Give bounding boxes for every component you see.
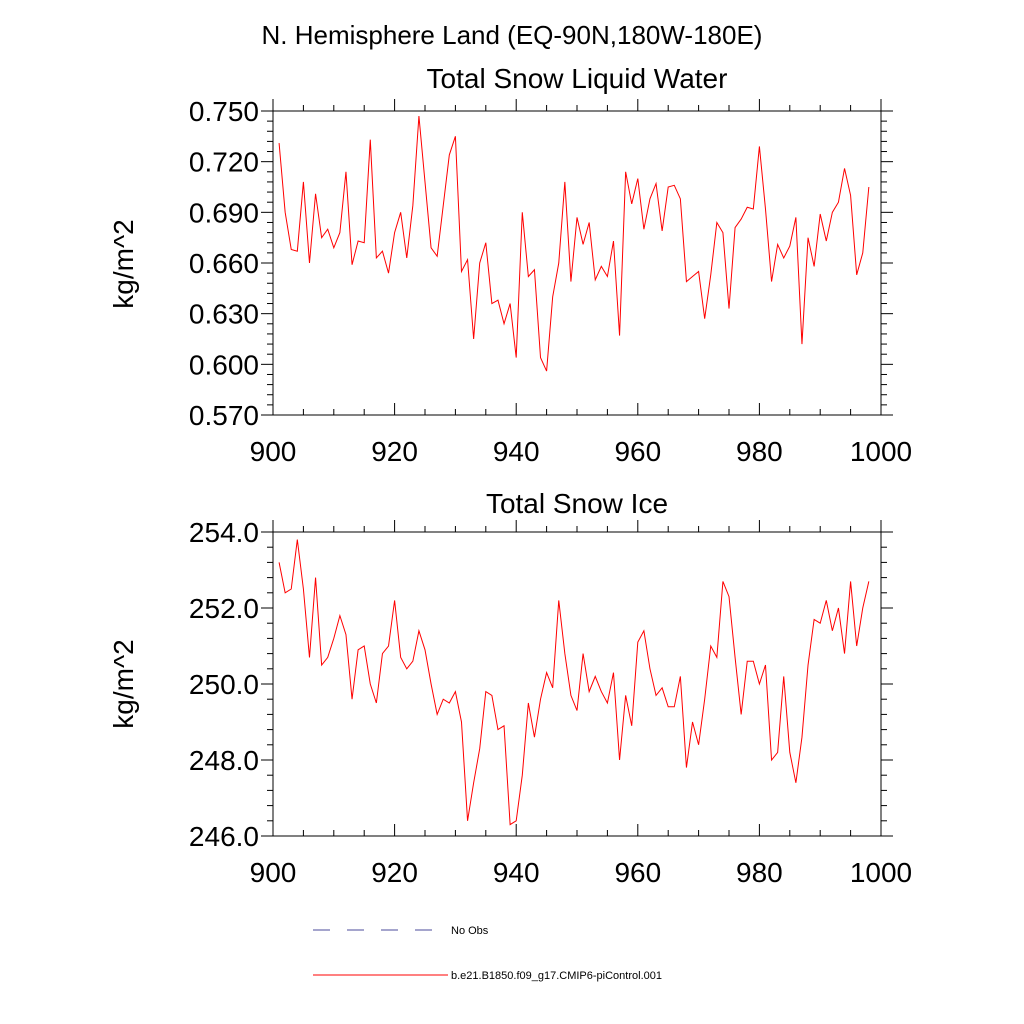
y-tick-label: 0.630 xyxy=(189,299,259,330)
x-tick-label: 920 xyxy=(371,436,418,467)
series-group xyxy=(278,539,870,826)
x-tick-label: 980 xyxy=(736,436,783,467)
y-tick-label: 0.600 xyxy=(189,349,259,380)
axis-ticks xyxy=(261,520,893,837)
x-tick-label: 1000 xyxy=(850,436,912,467)
tick-labels: 900 920 940 960 980 1000 0.570 0.600 0.630 0.660 0… xyxy=(189,96,912,467)
page-title: N. Hemisphere Land (EQ-90N,180W-180E) xyxy=(262,20,763,50)
x-tick-label: 980 xyxy=(736,857,783,888)
legend-label-picontrol: b.e21.B1850.f09_g17.CMIP6-piControl.001 xyxy=(451,970,662,982)
tick-labels: 900 920 940 960 980 1000 246.0 248.0 250.0 252.0 2… xyxy=(189,517,912,888)
y-axis-label: kg/m^2 xyxy=(108,219,139,308)
y-tick-label: 252.0 xyxy=(189,593,259,624)
x-tick-label: 920 xyxy=(371,857,418,888)
chart-panel-snow-ice: Total Snow Ice kg/m^2 900 920 940 960 980 100… xyxy=(108,488,912,888)
y-tick-label: 0.720 xyxy=(189,147,259,178)
y-tick-label: 0.690 xyxy=(189,197,259,228)
y-tick-label: 0.660 xyxy=(189,248,259,279)
plot-frame xyxy=(272,110,882,416)
y-tick-label: 250.0 xyxy=(189,669,259,700)
y-tick-label: 254.0 xyxy=(189,517,259,548)
series-line xyxy=(278,539,870,826)
x-tick-label: 940 xyxy=(493,857,540,888)
chart-title: Total Snow Liquid Water xyxy=(427,63,728,94)
chart-panel-liquid-water: Total Snow Liquid Water kg/m^2 900 920 940… xyxy=(108,63,912,467)
x-tick-label: 960 xyxy=(614,436,661,467)
axis-ticks xyxy=(261,99,893,416)
x-tick-label: 900 xyxy=(250,436,297,467)
y-tick-label: 248.0 xyxy=(189,745,259,776)
legend-label-no-obs: No Obs xyxy=(451,925,489,937)
series-group xyxy=(278,116,870,372)
plot-frame xyxy=(272,531,882,837)
x-tick-label: 1000 xyxy=(850,857,912,888)
y-tick-label: 246.0 xyxy=(189,821,259,852)
x-tick-label: 960 xyxy=(614,857,661,888)
series-line xyxy=(278,116,870,372)
y-tick-label: 0.570 xyxy=(189,400,259,431)
y-axis-label: kg/m^2 xyxy=(108,639,139,728)
x-tick-label: 900 xyxy=(250,857,297,888)
x-tick-label: 940 xyxy=(493,436,540,467)
y-tick-label: 0.750 xyxy=(189,96,259,127)
chart-title: Total Snow Ice xyxy=(486,488,668,519)
legend: No Obs b.e21.B1850.f09_g17.CMIP6-piContr… xyxy=(313,925,662,982)
